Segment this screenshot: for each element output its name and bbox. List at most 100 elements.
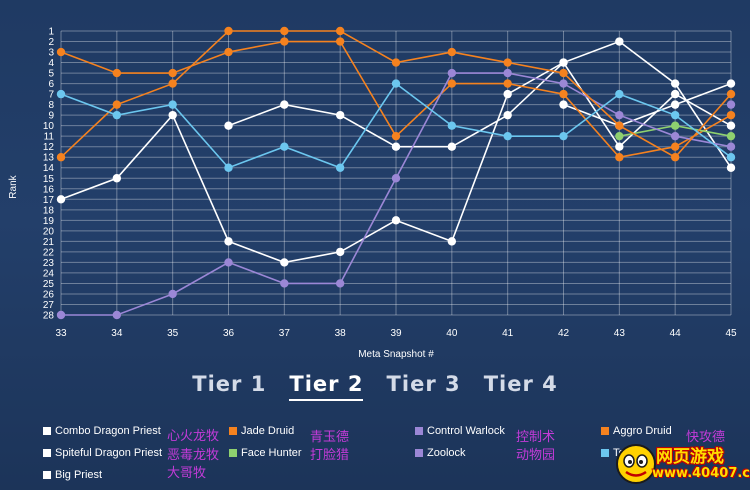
legend-item-big-priest[interactable]: Big Priest <box>43 469 102 481</box>
data-point[interactable] <box>559 100 568 109</box>
data-point[interactable] <box>726 131 736 141</box>
data-point[interactable] <box>56 89 66 99</box>
data-point[interactable] <box>503 89 512 99</box>
data-point[interactable] <box>224 163 233 172</box>
data-point[interactable] <box>56 153 66 162</box>
data-point[interactable] <box>503 110 512 120</box>
y-tick-label: 18 <box>43 205 55 216</box>
data-point[interactable] <box>447 47 457 57</box>
data-point[interactable] <box>615 153 624 162</box>
data-point[interactable] <box>335 279 345 288</box>
data-point[interactable] <box>112 310 122 320</box>
data-point[interactable] <box>335 26 345 36</box>
data-point[interactable] <box>112 174 122 183</box>
data-point[interactable] <box>503 58 512 67</box>
data-point[interactable] <box>559 68 568 78</box>
data-point[interactable] <box>503 79 512 88</box>
data-point[interactable] <box>670 131 680 141</box>
data-point[interactable] <box>670 153 680 162</box>
data-point[interactable] <box>335 163 345 172</box>
data-point[interactable] <box>168 100 177 109</box>
legend-item-zoolock[interactable]: Zoolock <box>415 447 466 459</box>
series-5 <box>56 68 736 320</box>
data-point[interactable] <box>559 58 568 67</box>
data-point[interactable] <box>726 121 736 130</box>
data-point[interactable] <box>447 68 457 78</box>
data-point[interactable] <box>56 310 66 320</box>
data-point[interactable] <box>391 216 401 225</box>
data-point[interactable] <box>615 121 624 130</box>
data-point[interactable] <box>615 131 624 141</box>
data-point[interactable] <box>168 79 177 88</box>
data-point[interactable] <box>503 68 512 78</box>
legend-item-control-warlock[interactable]: Control Warlock <box>415 425 505 437</box>
data-point[interactable] <box>391 79 401 88</box>
data-point[interactable] <box>280 37 289 46</box>
data-point[interactable] <box>726 153 736 162</box>
data-point[interactable] <box>559 131 568 141</box>
data-point[interactable] <box>447 237 457 246</box>
data-point[interactable] <box>224 47 233 57</box>
tab-tier-3[interactable]: Tier 3 <box>386 372 461 396</box>
data-point[interactable] <box>726 89 736 99</box>
legend-item-aggro-druid[interactable]: Aggro Druid <box>601 425 672 437</box>
data-point[interactable] <box>56 47 66 57</box>
series-7 <box>56 26 736 162</box>
data-point[interactable] <box>391 174 401 183</box>
data-point[interactable] <box>670 89 680 99</box>
data-point[interactable] <box>670 100 680 109</box>
data-point[interactable] <box>280 26 289 36</box>
data-point[interactable] <box>335 247 345 257</box>
data-point[interactable] <box>670 121 680 130</box>
legend-item-face-hunter[interactable]: Face Hunter <box>229 447 302 459</box>
data-point[interactable] <box>670 79 680 88</box>
data-point[interactable] <box>280 258 289 267</box>
data-point[interactable] <box>56 195 66 204</box>
data-point[interactable] <box>726 110 736 120</box>
tab-tier-2[interactable]: Tier 2 <box>289 372 364 401</box>
data-point[interactable] <box>670 110 680 120</box>
data-point[interactable] <box>391 142 401 151</box>
data-point[interactable] <box>670 142 680 151</box>
data-point[interactable] <box>335 110 345 120</box>
data-point[interactable] <box>615 110 624 120</box>
data-point[interactable] <box>112 110 122 120</box>
data-point[interactable] <box>726 79 736 88</box>
data-point[interactable] <box>726 142 736 151</box>
legend-item-combo-dragon-priest[interactable]: Combo Dragon Priest <box>43 425 161 437</box>
data-point[interactable] <box>503 131 512 141</box>
tab-tier-1[interactable]: Tier 1 <box>192 372 267 396</box>
tab-tier-4[interactable]: Tier 4 <box>483 372 558 396</box>
data-point[interactable] <box>447 142 457 151</box>
data-point[interactable] <box>391 58 401 67</box>
y-tick-label: 16 <box>43 184 55 195</box>
x-tick-label: 39 <box>390 328 402 339</box>
data-point[interactable] <box>168 289 177 299</box>
data-point[interactable] <box>112 68 122 78</box>
data-point[interactable] <box>391 131 401 141</box>
data-point[interactable] <box>168 68 177 78</box>
legend-item-jade-druid[interactable]: Jade Druid <box>229 425 294 437</box>
data-point[interactable] <box>726 163 736 172</box>
data-point[interactable] <box>335 37 345 46</box>
data-point[interactable] <box>280 142 289 151</box>
data-point[interactable] <box>280 279 289 288</box>
data-point[interactable] <box>615 89 624 99</box>
x-tick-label: 41 <box>502 328 514 339</box>
legend-item-te[interactable]: Te <box>601 447 625 459</box>
data-point[interactable] <box>112 100 122 109</box>
data-point[interactable] <box>224 26 233 36</box>
legend-item-spiteful-dragon-priest[interactable]: Spiteful Dragon Priest <box>43 447 162 459</box>
data-point[interactable] <box>615 142 624 151</box>
data-point[interactable] <box>615 37 624 46</box>
data-point[interactable] <box>224 121 233 130</box>
data-point[interactable] <box>447 121 457 130</box>
data-point[interactable] <box>559 79 568 88</box>
data-point[interactable] <box>224 258 233 267</box>
data-point[interactable] <box>224 237 233 246</box>
data-point[interactable] <box>280 100 289 109</box>
data-point[interactable] <box>726 100 736 109</box>
data-point[interactable] <box>447 79 457 88</box>
data-point[interactable] <box>559 89 568 99</box>
data-point[interactable] <box>168 110 177 120</box>
